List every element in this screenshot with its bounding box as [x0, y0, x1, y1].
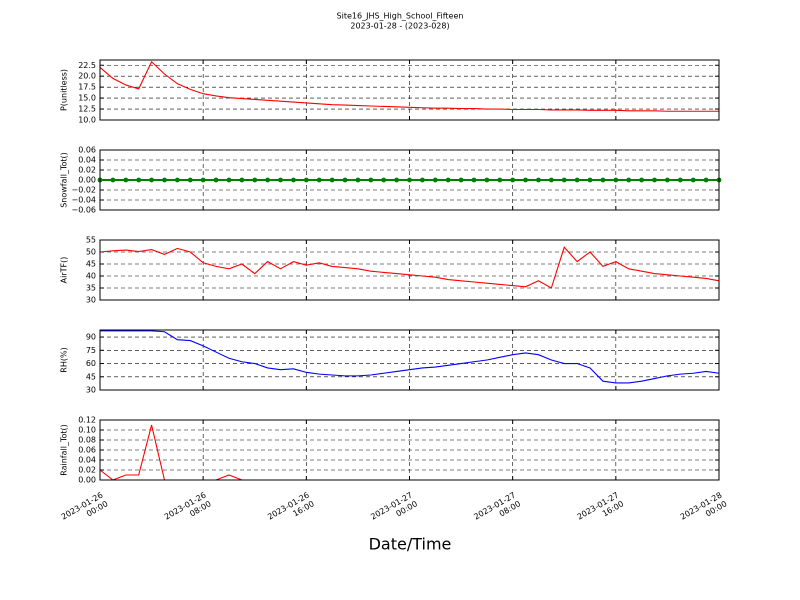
y-tick-label: 90	[86, 333, 96, 342]
plot-frame	[99, 239, 720, 301]
data-point	[174, 177, 180, 183]
data-point	[639, 177, 645, 183]
data-point	[419, 177, 425, 183]
data-point	[278, 177, 283, 183]
y-tick-label: 10.0	[78, 116, 96, 125]
data-point	[407, 177, 412, 183]
y-tick-label: 20.0	[78, 72, 96, 81]
y-tick-label: −0.02	[71, 186, 96, 195]
data-point	[561, 177, 567, 183]
y-tick-label: 12.5	[78, 105, 96, 114]
data-point	[665, 177, 670, 183]
data-point	[110, 177, 116, 183]
data-point	[613, 177, 619, 183]
y-tick-label: 0.02	[78, 166, 96, 175]
data-point	[548, 177, 554, 183]
data-point	[458, 177, 464, 183]
y-tick-label: 22.5	[78, 61, 96, 70]
y-tick-label: 35	[86, 284, 96, 293]
plot-frame	[99, 329, 720, 391]
data-point	[226, 177, 232, 183]
data-point	[200, 177, 206, 183]
y-tick-label: 0.08	[78, 436, 96, 445]
data-point	[536, 177, 541, 183]
data-point	[497, 177, 503, 183]
data-point	[523, 177, 528, 183]
y-axis-label: AirTF()	[60, 257, 69, 284]
data-point	[432, 177, 438, 183]
y-tick-label: 0.04	[78, 456, 96, 465]
data-point	[626, 177, 632, 183]
data-point	[574, 177, 580, 183]
plot-frame	[99, 149, 720, 211]
data-point	[471, 177, 477, 183]
data-point	[690, 177, 696, 183]
data-point	[252, 177, 258, 183]
data-point	[703, 177, 709, 183]
data-point	[265, 177, 271, 183]
y-tick-label: 0.04	[78, 156, 96, 165]
y-tick-label: 0.00	[78, 176, 96, 185]
y-tick-label: 30	[86, 296, 96, 305]
data-point	[303, 177, 309, 183]
data-point	[136, 177, 142, 183]
y-tick-label: 30	[86, 386, 96, 395]
chart-title: Site16_JHS_High_School_Fifteen	[337, 12, 464, 21]
data-point	[587, 177, 593, 183]
y-tick-label: 75	[86, 346, 96, 355]
data-point	[368, 177, 374, 183]
data-point	[394, 177, 400, 183]
x-axis-label: Date/Time	[369, 535, 452, 554]
y-tick-label: 0.10	[78, 426, 96, 435]
data-point	[329, 177, 335, 183]
y-tick-label: 0.12	[78, 416, 96, 425]
data-line	[99, 60, 719, 112]
data-point	[355, 177, 361, 183]
y-tick-label: 0.00	[78, 476, 96, 485]
data-point	[445, 177, 451, 183]
data-point	[652, 177, 657, 183]
data-point	[600, 177, 606, 183]
y-tick-label: 55	[86, 236, 96, 245]
data-point	[510, 177, 516, 183]
y-tick-label: −0.06	[71, 206, 96, 215]
y-tick-label: 0.02	[78, 466, 96, 475]
data-point	[162, 177, 167, 183]
y-tick-label: 45	[86, 260, 96, 269]
data-point	[677, 177, 683, 183]
y-tick-label: 0.06	[78, 446, 96, 455]
data-point	[316, 177, 322, 183]
y-tick-label: 17.5	[78, 83, 96, 92]
y-tick-label: 45	[86, 372, 96, 381]
data-point	[123, 177, 129, 183]
chart-subtitle: 2023-01-28 - (2023-028)	[350, 22, 449, 31]
y-axis-label: RH(%)	[60, 347, 69, 372]
data-point	[381, 177, 387, 183]
y-tick-label: 60	[86, 359, 96, 368]
data-line	[100, 330, 720, 384]
y-tick-label: 0.06	[78, 146, 96, 155]
y-axis-label: P(unitless)	[60, 69, 69, 111]
y-axis-label: Rainfall_Tot()	[60, 424, 69, 476]
plot-frame	[99, 59, 720, 121]
plot-frame	[99, 419, 720, 481]
data-point	[187, 177, 193, 183]
data-line	[99, 246, 720, 289]
data-point	[342, 177, 348, 183]
data-point	[149, 177, 154, 183]
data-point	[239, 177, 245, 183]
y-tick-label: 50	[86, 248, 96, 257]
data-point	[291, 177, 296, 183]
y-tick-label: 15.0	[78, 94, 96, 103]
data-point	[484, 177, 490, 183]
y-tick-label: −0.04	[71, 196, 96, 205]
data-point	[213, 177, 219, 183]
y-axis-label: Snowfall_Tot()	[60, 152, 69, 208]
y-tick-label: 40	[86, 272, 96, 281]
